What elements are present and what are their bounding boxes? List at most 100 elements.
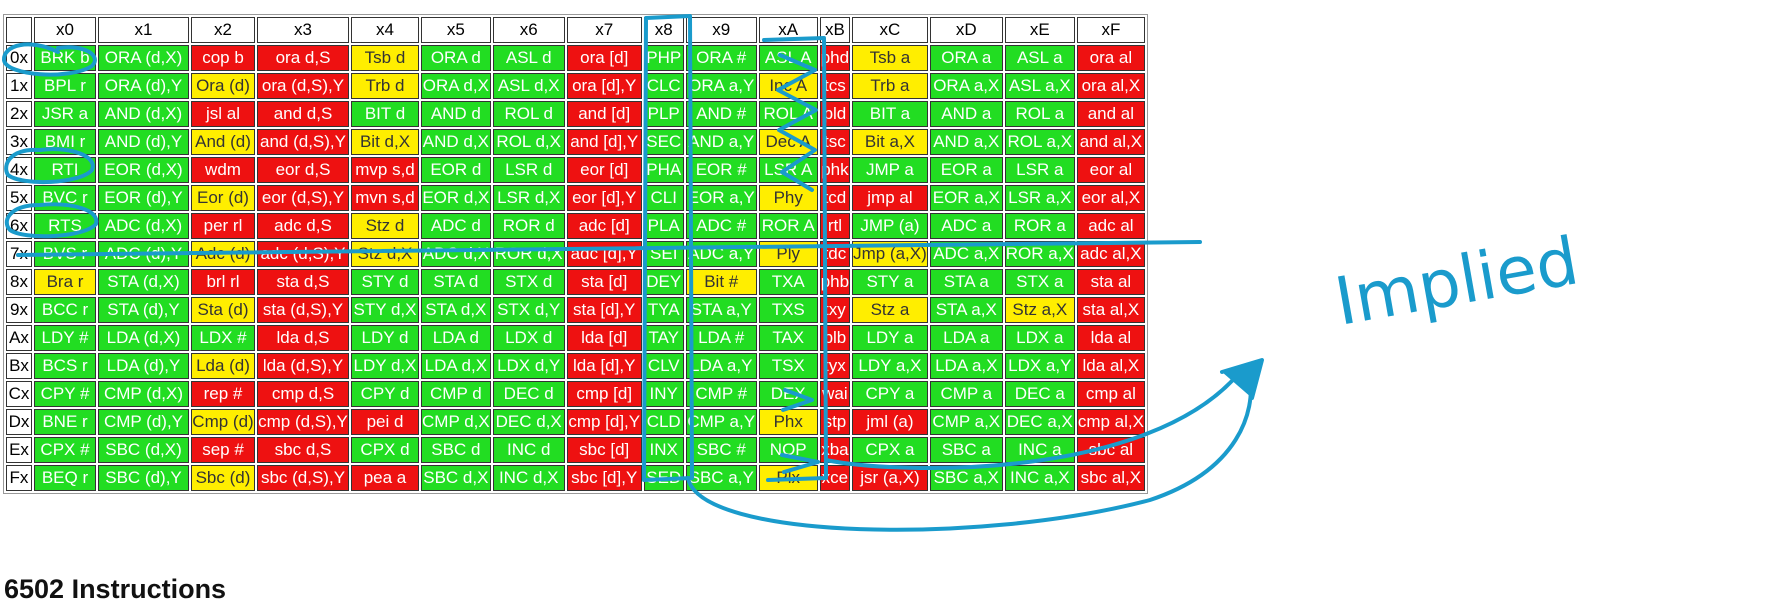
opcode-cell: STX d (492, 269, 565, 295)
opcode-cell: sbc d,S (257, 437, 349, 463)
opcode-cell: AND (d),Y (98, 129, 189, 155)
opcode-cell: Dec A (758, 129, 818, 155)
opcode-cell: LDY d (351, 325, 419, 351)
opcode-cell: Adc (d) (191, 241, 255, 267)
row-header: 5x (6, 185, 32, 211)
column-header: xC (852, 17, 928, 43)
opcode-cell: EOR # (685, 157, 757, 183)
opcode-cell: adc (d,S),Y (257, 241, 349, 267)
opcode-cell: ORA d,X (421, 73, 491, 99)
opcode-cell: EOR a,X (929, 185, 1003, 211)
opcode-cell: PHP (643, 45, 684, 71)
opcode-cell: STX a (1004, 269, 1075, 295)
opcode-cell: AND d,X (421, 129, 491, 155)
column-header: xD (929, 17, 1003, 43)
opcode-cell: BPL r (34, 73, 96, 99)
opcode-cell: sbc al (1076, 437, 1145, 463)
opcode-cell: STY a (852, 269, 928, 295)
opcode-cell: jsl al (191, 101, 255, 127)
opcode-cell: tyx (819, 353, 851, 379)
opcode-cell: LDY d,X (351, 353, 419, 379)
row-header: 1x (6, 73, 32, 99)
opcode-cell: sta al (1076, 269, 1145, 295)
opcode-cell: jsr (a,X) (852, 465, 928, 491)
opcode-cell: stp (819, 409, 851, 435)
row-header: 0x (6, 45, 32, 71)
opcode-cell: lda [d] (566, 325, 642, 351)
annotation-implied: Implied (1329, 222, 1583, 340)
opcode-cell: BRK b (34, 45, 96, 71)
table-row: 0x BRK b ORA (d,X) cop b ora d,S Tsb d ORA d AS… (6, 45, 1145, 71)
opcode-cell: TAY (643, 325, 684, 351)
opcode-cell: ORA a,Y (685, 73, 757, 99)
opcode-cell: cmp [d],Y (566, 409, 642, 435)
opcode-cell: LDA (d),Y (98, 353, 189, 379)
opcode-cell: CPX a (852, 437, 928, 463)
opcode-cell: ROR d,X (492, 241, 565, 267)
opcode-cell: STX d,Y (492, 297, 565, 323)
opcode-cell: INX (643, 437, 684, 463)
opcode-cell: phk (819, 157, 851, 183)
opcode-cell: rtl (819, 213, 851, 239)
opcode-cell: Eor (d) (191, 185, 255, 211)
opcode-cell: cmp al (1076, 381, 1145, 407)
opcode-cell: adc [d],Y (566, 241, 642, 267)
opcode-cell: jml (a) (852, 409, 928, 435)
opcode-cell: and [d],Y (566, 129, 642, 155)
opcode-cell: AND a,Y (685, 129, 757, 155)
opcode-cell: cop b (191, 45, 255, 71)
column-header: x7 (566, 17, 642, 43)
opcode-cell: and (d,S),Y (257, 129, 349, 155)
opcode-cell: lda (d,S),Y (257, 353, 349, 379)
opcode-cell: sbc [d],Y (566, 465, 642, 491)
opcode-cell: sbc al,X (1076, 465, 1145, 491)
opcode-cell: ORA d (421, 45, 491, 71)
opcode-cell: eor d,S (257, 157, 349, 183)
opcode-cell: LDA a,X (929, 353, 1003, 379)
table-row: 3x BMI r AND (d),Y And (d) and (d,S),Y Bit d,… (6, 129, 1145, 155)
opcode-cell: ora [d] (566, 45, 642, 71)
opcode-cell: CLI (643, 185, 684, 211)
opcode-cell: LDX a (1004, 325, 1075, 351)
opcode-cell: ASL d,X (492, 73, 565, 99)
opcode-cell: Stz a,X (1004, 297, 1075, 323)
opcode-cell: BMI r (34, 129, 96, 155)
opcode-cell: jmp al (852, 185, 928, 211)
opcode-cell: LDA d,X (421, 353, 491, 379)
opcode-cell: ADC # (685, 213, 757, 239)
opcode-cell: INC d (492, 437, 565, 463)
opcode-cell: LDA (d,X) (98, 325, 189, 351)
opcode-cell: JSR a (34, 101, 96, 127)
opcode-cell: LDX d,Y (492, 353, 565, 379)
opcode-cell: AND (d,X) (98, 101, 189, 127)
arrow-head (1220, 358, 1264, 400)
row-header: 8x (6, 269, 32, 295)
opcode-cell: CPX d (351, 437, 419, 463)
row-header: Fx (6, 465, 32, 491)
opcode-cell: CPY d (351, 381, 419, 407)
opcode-cell: xce (819, 465, 851, 491)
opcode-cell: DEC a,X (1004, 409, 1075, 435)
opcode-cell: CLC (643, 73, 684, 99)
opcode-cell: SBC (d),Y (98, 465, 189, 491)
opcode-cell: rep # (191, 381, 255, 407)
opcode-cell: PLP (643, 101, 684, 127)
opcode-cell: STA a,X (929, 297, 1003, 323)
opcode-cell: BIT a (852, 101, 928, 127)
opcode-cell: STA a (929, 269, 1003, 295)
opcode-cell: sep # (191, 437, 255, 463)
opcode-cell: tsc (819, 129, 851, 155)
opcode-cell: ASL A (758, 45, 818, 71)
opcode-cell: ROR a,X (1004, 241, 1075, 267)
opcode-cell: tdc (819, 241, 851, 267)
opcode-cell: LDY a (852, 325, 928, 351)
header-row: x0 x1 x2 x3 x4 x5 x6 x7 x8 x9 xA xB xC xD xE xF (6, 17, 1145, 43)
opcode-cell: EOR (d),Y (98, 185, 189, 211)
opcode-cell: Bra r (34, 269, 96, 295)
opcode-cell: AND d (421, 101, 491, 127)
opcode-cell: Bit # (685, 269, 757, 295)
opcode-cell: ROL d,X (492, 129, 565, 155)
page-title: 6502 Instructions (4, 574, 227, 604)
opcode-cell: STY d,X (351, 297, 419, 323)
opcode-cell: BEQ r (34, 465, 96, 491)
